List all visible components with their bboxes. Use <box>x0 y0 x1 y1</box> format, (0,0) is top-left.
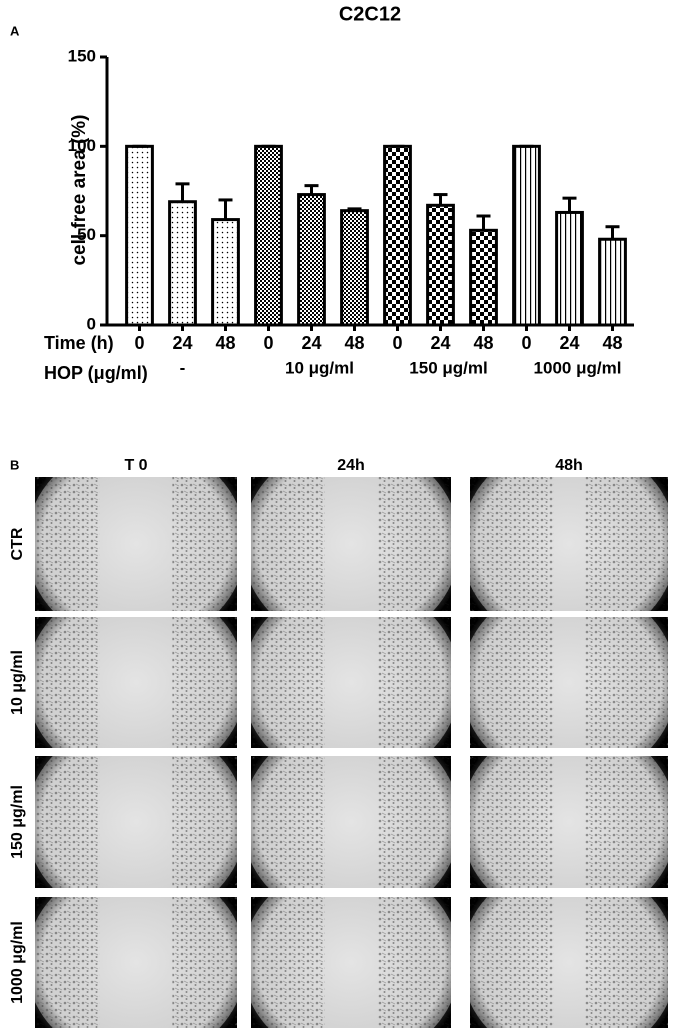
cell-layer <box>470 477 554 611</box>
bar <box>340 209 369 327</box>
x-tick-label: 0 <box>134 333 144 353</box>
cell-layer <box>584 477 668 611</box>
panel-label: B <box>10 457 19 472</box>
micrograph <box>251 617 451 748</box>
column-label: T 0 <box>124 457 147 474</box>
chart-title: C2C12 <box>339 3 401 25</box>
cell-layer <box>172 617 237 748</box>
cell-layer <box>584 617 668 748</box>
x-tick-label: 0 <box>263 333 273 353</box>
group-label: 150 μg/ml <box>409 358 487 377</box>
bar <box>469 228 498 327</box>
y-axis-label: cell free area (%) <box>69 114 90 265</box>
micrograph <box>470 756 668 888</box>
micrograph <box>35 756 237 888</box>
bar <box>254 144 283 327</box>
x-tick-label: 48 <box>602 333 622 353</box>
micrograph <box>470 477 668 611</box>
bar <box>512 144 541 327</box>
cell-layer <box>377 617 451 748</box>
micrograph <box>470 897 668 1028</box>
cell-layer <box>35 477 100 611</box>
column-label: 48h <box>555 457 583 474</box>
cell-layer <box>584 897 668 1028</box>
bar <box>168 200 197 327</box>
cell-layer <box>172 897 237 1028</box>
x-tick-label: 48 <box>473 333 493 353</box>
bar <box>383 144 412 327</box>
cell-layer <box>470 617 554 748</box>
micrograph <box>470 617 668 748</box>
y-tick-label: 50 <box>77 225 96 244</box>
cell-layer <box>377 897 451 1028</box>
micrograph <box>35 477 237 611</box>
bar <box>297 193 326 327</box>
x-tick-label: 48 <box>215 333 235 353</box>
x-tick-label: 24 <box>430 333 450 353</box>
group-label: - <box>180 358 186 377</box>
cell-layer <box>35 897 100 1028</box>
row-label: CTR <box>9 527 26 560</box>
cell-layer <box>470 897 554 1028</box>
column-label: 24h <box>337 457 365 474</box>
row-label: 1000 μg/ml <box>9 921 26 1004</box>
x-tick-label: 0 <box>521 333 531 353</box>
cell-layer <box>377 477 451 611</box>
cell-layer <box>377 756 451 888</box>
group-label: 1000 μg/ml <box>534 358 622 377</box>
row-label: 150 μg/ml <box>9 785 26 859</box>
cell-layer <box>584 756 668 888</box>
micrograph <box>35 897 237 1028</box>
group-label: 10 μg/ml <box>285 358 354 377</box>
bar <box>555 210 584 327</box>
bar <box>125 144 154 327</box>
group-row-label: HOP (μg/ml) <box>44 363 148 383</box>
bar <box>598 237 627 327</box>
panel-label: A <box>10 23 20 38</box>
micrograph <box>251 897 451 1028</box>
micrograph <box>251 756 451 888</box>
y-tick-label: 100 <box>68 136 96 155</box>
micrograph <box>251 477 451 611</box>
x-tick-label: 24 <box>301 333 321 353</box>
y-tick-label: 0 <box>87 314 96 333</box>
cell-layer <box>172 756 237 888</box>
cell-layer <box>251 756 325 888</box>
cell-layer <box>251 897 325 1028</box>
row-label: 10 μg/ml <box>9 650 26 715</box>
x-tick-label: 48 <box>344 333 364 353</box>
x-tick-label: 24 <box>172 333 192 353</box>
cell-layer <box>251 617 325 748</box>
y-tick-label: 150 <box>68 46 96 65</box>
micrograph <box>35 617 237 748</box>
x-tick-label: 0 <box>392 333 402 353</box>
cell-layer <box>470 756 554 888</box>
cell-layer <box>251 477 325 611</box>
cell-layer <box>172 477 237 611</box>
bar <box>426 203 455 327</box>
cell-layer <box>35 617 100 748</box>
x-row-label: Time (h) <box>44 333 114 353</box>
bar <box>211 218 240 327</box>
x-tick-label: 24 <box>559 333 579 353</box>
cell-layer <box>35 756 100 888</box>
